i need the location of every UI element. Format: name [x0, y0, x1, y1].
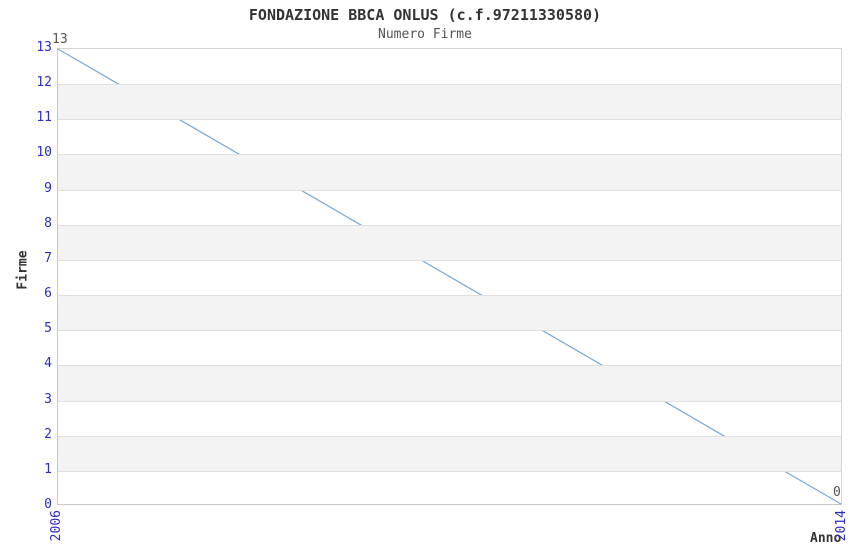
gridline	[58, 330, 841, 332]
x-axis-label: Anno	[810, 531, 842, 546]
y-tick-label: 12	[36, 75, 52, 91]
gridline	[58, 295, 841, 297]
gridline	[58, 435, 841, 437]
gridline	[58, 154, 841, 156]
gridline	[58, 189, 841, 191]
y-tick-label: 3	[44, 391, 52, 407]
data-line	[57, 48, 842, 505]
y-tick-label: 7	[44, 250, 52, 266]
y-tick-label: 8	[44, 215, 52, 231]
y-tick-label: 9	[44, 180, 52, 196]
y-tick-label: 11	[36, 110, 52, 126]
plot-band	[58, 224, 841, 260]
plot-band	[58, 295, 841, 331]
chart-title: FONDAZIONE BBCA ONLUS (c.f.97211330580)	[248, 6, 602, 24]
gridline	[58, 470, 841, 472]
x-tick-label: 2006	[49, 510, 64, 542]
y-tick-label: 13	[36, 40, 52, 55]
chart-subtitle: Numero Firme	[378, 27, 472, 42]
data-point-label: 13	[52, 32, 68, 47]
gridline	[58, 84, 841, 86]
plot-band	[58, 435, 841, 471]
gridline	[58, 400, 841, 402]
y-tick-label: 5	[44, 321, 52, 337]
gridline	[58, 365, 841, 367]
y-tick-label: 10	[36, 145, 52, 161]
plot-band	[58, 84, 841, 120]
x-tick-label: 2014	[834, 510, 849, 542]
data-point-label: 0	[833, 485, 841, 500]
y-tick-label: 2	[44, 426, 52, 442]
y-tick-label: 1	[44, 461, 52, 477]
gridline	[58, 224, 841, 226]
line-series	[57, 48, 842, 505]
y-tick-label: 0	[44, 497, 52, 512]
plot-area	[57, 48, 842, 505]
y-tick-label: 4	[44, 356, 52, 372]
y-tick-label: 6	[44, 286, 52, 302]
gridline	[58, 259, 841, 261]
plot-band	[58, 154, 841, 190]
gridline	[58, 119, 841, 121]
plot-band	[58, 365, 841, 401]
